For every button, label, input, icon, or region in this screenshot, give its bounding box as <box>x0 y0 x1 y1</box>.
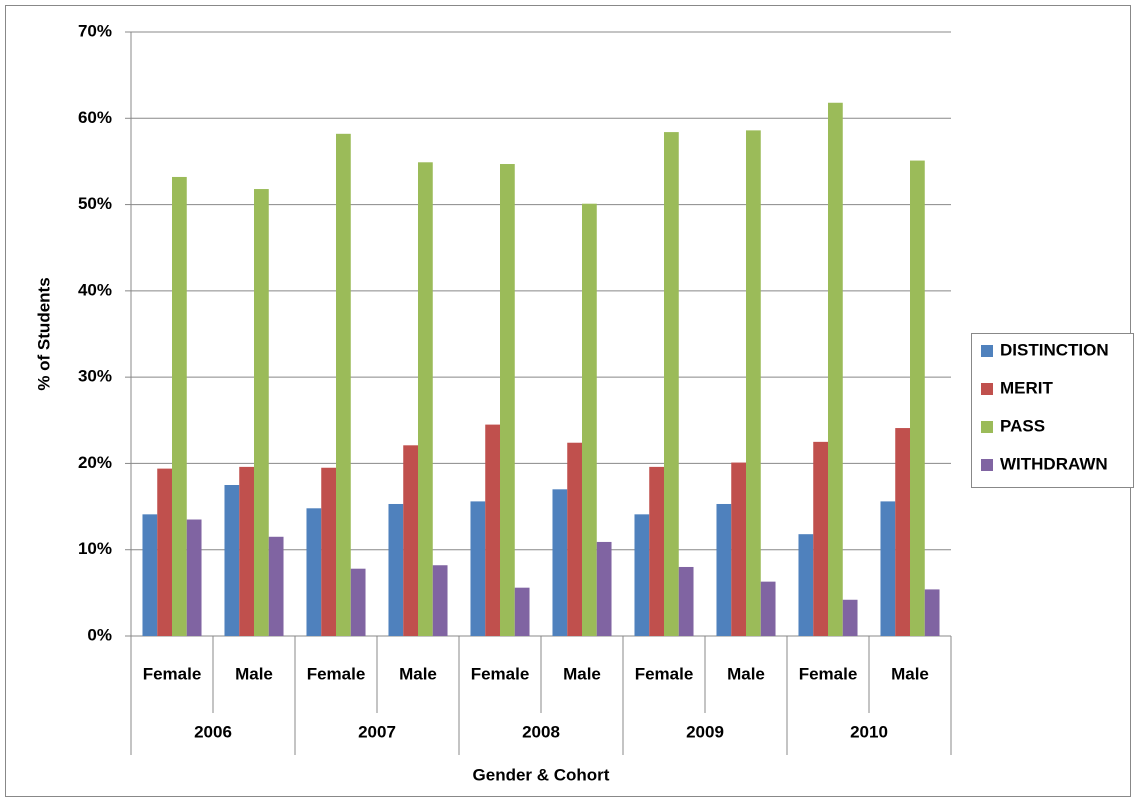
bar <box>664 132 679 636</box>
legend-swatch <box>981 421 993 433</box>
y-tick-label: 20% <box>78 453 112 472</box>
bar <box>186 519 202 636</box>
legend-label: PASS <box>1000 416 1045 435</box>
bar <box>813 441 828 636</box>
bar <box>880 501 896 636</box>
y-tick-label: 30% <box>78 367 112 386</box>
x-tick-label: Male <box>399 664 437 683</box>
bar <box>567 442 582 636</box>
bar <box>432 565 448 636</box>
bar <box>388 503 404 636</box>
bar <box>172 176 187 636</box>
bar <box>596 541 612 636</box>
bar <box>321 467 336 636</box>
y-tick-label: 60% <box>78 108 112 127</box>
bar <box>336 133 351 636</box>
bar <box>910 160 925 636</box>
x-tick-label: Male <box>235 664 273 683</box>
legend-label: WITHDRAWN <box>1000 454 1108 473</box>
bar <box>746 130 761 636</box>
y-tick-label: 40% <box>78 280 112 299</box>
bar <box>485 424 500 636</box>
x-tick-label: Female <box>307 664 366 683</box>
bar <box>157 468 172 636</box>
legend-swatch <box>981 459 993 471</box>
bar <box>500 164 515 636</box>
bar <box>649 466 664 636</box>
y-tick-label: 50% <box>78 194 112 213</box>
x-tick-label: Male <box>891 664 929 683</box>
bar <box>514 587 530 636</box>
y-tick-label: 70% <box>78 21 112 40</box>
bar <box>254 189 269 637</box>
bar <box>760 581 776 636</box>
x-tick-label: Female <box>635 664 694 683</box>
group-label: 2007 <box>358 722 396 741</box>
legend-label: DISTINCTION <box>1000 340 1109 359</box>
bar <box>716 503 732 636</box>
bar <box>842 599 858 636</box>
bar <box>239 466 254 636</box>
bar <box>828 102 843 637</box>
bar <box>470 501 486 636</box>
x-tick-label: Male <box>727 664 765 683</box>
bar <box>403 445 418 636</box>
legend-box <box>971 333 1134 488</box>
bar <box>634 514 650 636</box>
bar <box>731 462 746 636</box>
bar <box>224 485 240 636</box>
bar <box>895 428 910 636</box>
y-tick-label: 10% <box>78 539 112 558</box>
legend-label: MERIT <box>1000 378 1054 397</box>
bar <box>142 514 158 636</box>
x-tick-label: Female <box>799 664 858 683</box>
bar <box>306 508 322 636</box>
bar <box>268 536 284 636</box>
chart-border <box>5 5 1131 797</box>
y-axis-title: % of Students <box>34 277 53 390</box>
bar <box>582 203 597 637</box>
legend-swatch <box>981 345 993 357</box>
legend-swatch <box>981 383 993 395</box>
bar <box>798 534 814 636</box>
bar <box>678 566 694 636</box>
group-label: 2010 <box>850 722 888 741</box>
bar <box>924 589 940 636</box>
bar <box>552 489 568 636</box>
x-axis-title: Gender & Cohort <box>473 765 610 784</box>
x-tick-label: Male <box>563 664 601 683</box>
x-tick-label: Female <box>471 664 530 683</box>
x-tick-label: Female <box>143 664 202 683</box>
bar <box>350 568 366 636</box>
group-label: 2006 <box>194 722 232 741</box>
group-label: 2009 <box>686 722 724 741</box>
group-label: 2008 <box>522 722 560 741</box>
y-tick-label: 0% <box>87 625 112 644</box>
bar <box>418 162 433 636</box>
